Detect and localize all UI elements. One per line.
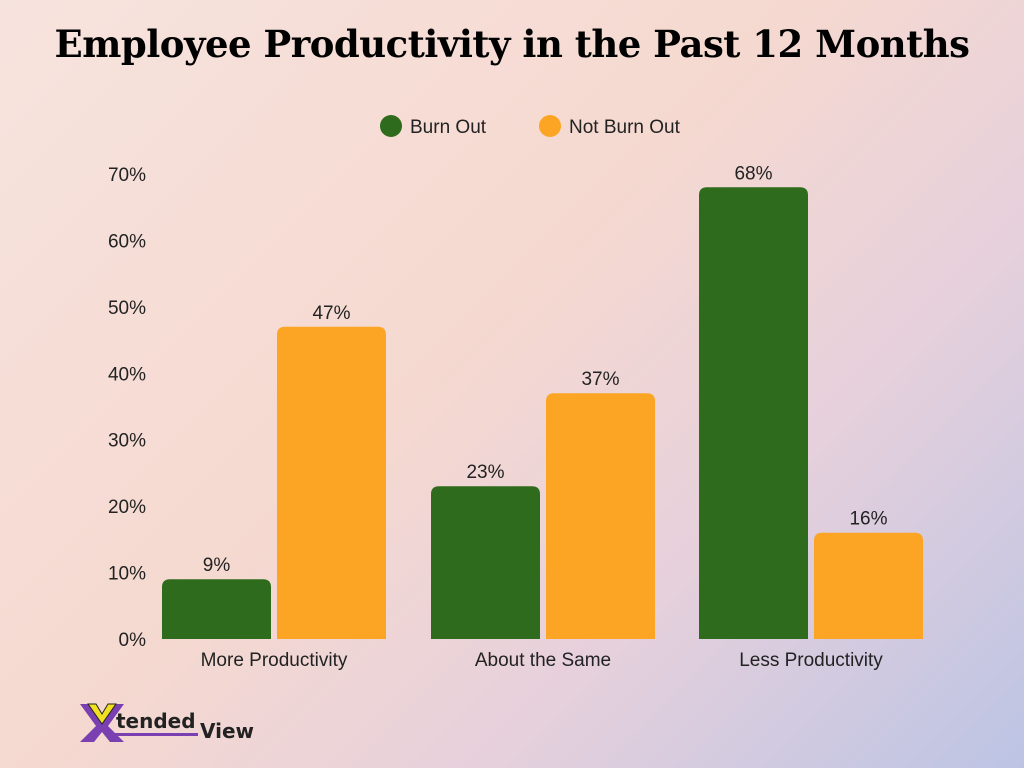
data-label: 16% [849,509,887,530]
legend-label: Burn Out [410,117,487,138]
x-category-label: Less Productivity [739,650,883,671]
bar-burn-out [431,486,540,639]
y-tick-label: 20% [108,497,146,518]
bar-burn-out [162,579,271,639]
svg-text:View: View [200,719,254,743]
legend-swatch [539,115,561,137]
bar-burn-out [699,187,808,640]
bar-not-burn-out [277,326,386,639]
xtendedview-logo: tended View [78,700,278,744]
legend-swatch [380,115,402,137]
y-tick-label: 30% [108,431,146,452]
y-tick-label: 0% [119,630,147,651]
bar-not-burn-out [814,532,923,639]
x-category-label: More Productivity [201,650,348,671]
data-label: 47% [312,303,350,324]
legend-label: Not Burn Out [569,117,681,138]
y-tick-label: 40% [108,364,146,385]
y-tick-label: 70% [108,165,146,186]
data-label: 23% [466,462,504,483]
chart-title: Employee Productivity in the Past 12 Mon… [54,22,970,66]
y-tick-label: 10% [108,564,146,585]
bar-not-burn-out [546,393,655,639]
y-tick-label: 60% [108,231,146,252]
x-category-label: About the Same [475,650,611,671]
svg-text:tended: tended [116,709,196,733]
y-tick-label: 50% [108,298,146,319]
data-label: 68% [734,163,772,184]
data-label: 37% [581,369,619,390]
data-label: 9% [203,555,231,576]
